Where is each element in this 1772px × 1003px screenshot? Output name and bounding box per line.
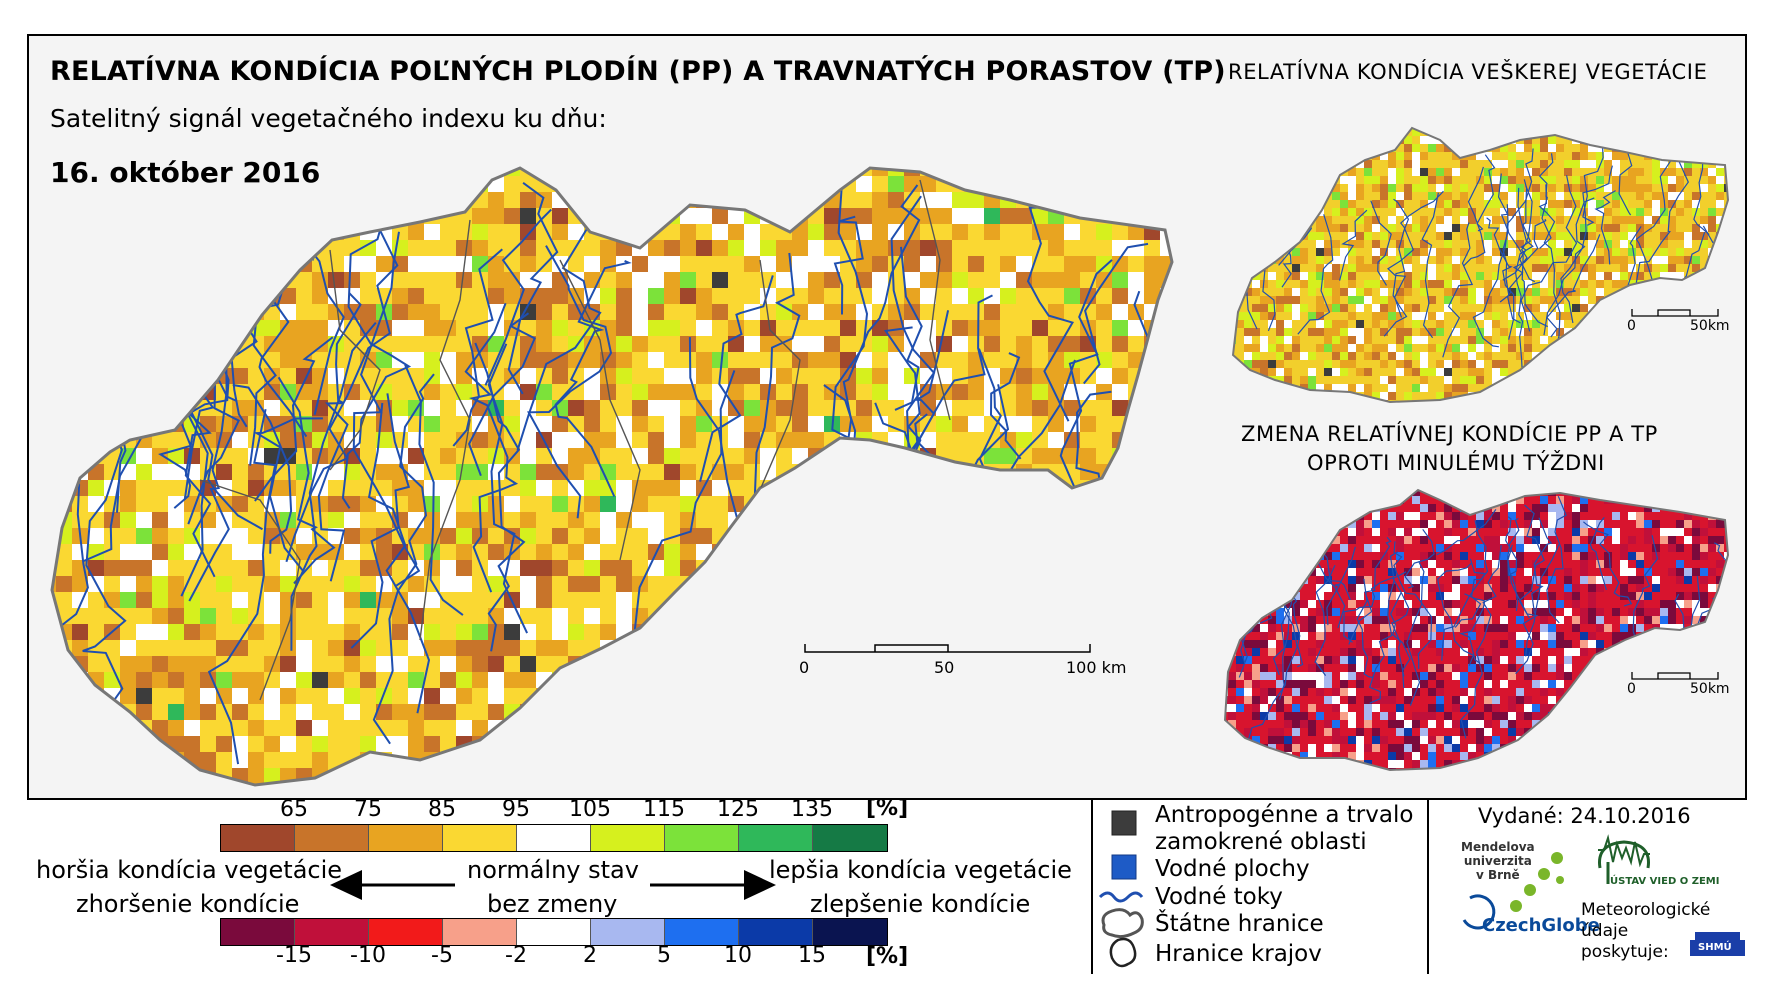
legend-separator-2 [1427, 798, 1429, 974]
map-subtitle: Satelitný signál vegetačného indexu ku d… [50, 104, 607, 133]
condition-tick-6: 125 [717, 797, 759, 822]
change-tick-2: -5 [431, 943, 453, 968]
inset-top-scale-bar [1631, 309, 1719, 317]
change-swatch-3 [443, 919, 517, 945]
change-tick-0: -15 [276, 943, 312, 968]
state-borders-label: Štátne hranice [1155, 911, 1324, 937]
condition-tick-5: 115 [643, 797, 685, 822]
state-border-icon [1101, 908, 1144, 939]
arrow-right-icon [650, 870, 776, 900]
change-tick-1: -10 [350, 943, 386, 968]
condition-swatch-7 [739, 825, 813, 851]
met-credit: Meteorologické údaje poskytuje: [1581, 900, 1711, 962]
change-tick-5: 5 [657, 943, 671, 968]
condition-tick-0: 65 [280, 797, 308, 822]
change-swatch-7 [739, 919, 813, 945]
condition-tick-3: 95 [502, 797, 530, 822]
change-swatch-2 [369, 919, 443, 945]
change-swatch-5 [591, 919, 665, 945]
arrow-left-icon [330, 870, 455, 900]
map-title: RELATÍVNA KONDÍCIA POĽNÝCH PLODÍN (PP) A… [50, 56, 1226, 87]
main-scale-bar [804, 644, 1091, 653]
better-label-1: lepšia kondícia vegetácie [769, 856, 1072, 884]
change-tick-3: -2 [505, 943, 527, 968]
rivers-label: Vodné toky [1155, 884, 1283, 910]
condition-unit: [%] [866, 796, 909, 821]
main-scale-50: 50 [934, 658, 955, 677]
condition-tick-1: 75 [354, 797, 382, 822]
inset-bottom-scale-0: 0 [1627, 681, 1636, 697]
region-borders-label: Hranice krajov [1155, 941, 1322, 967]
normal-label-2: bez zmeny [487, 890, 618, 918]
change-tick-6: 10 [724, 943, 752, 968]
condition-color-ramp [220, 824, 888, 852]
condition-tick-4: 105 [569, 797, 611, 822]
institute-label: ÚSTAV VIED O ZEMI [1610, 876, 1720, 887]
worse-label-1: horšia kondícia vegetácie [36, 856, 343, 884]
inset-top-scale-50: 50km [1690, 318, 1730, 334]
anthro-swatch [1111, 810, 1137, 836]
normal-label-1: normálny stav [467, 856, 639, 884]
inset-bottom-scale-bar [1631, 672, 1719, 680]
inset-top-title: RELATÍVNA KONDÍCIA VEŠKEREJ VEGETÁCIE [1228, 60, 1708, 84]
condition-tick-7: 135 [791, 797, 833, 822]
earth-sciences-logo-icon [1598, 834, 1650, 884]
czechglobe-label: CzechGlobe [1482, 915, 1600, 936]
inset-top-scale-0: 0 [1627, 318, 1636, 334]
condition-swatch-5 [591, 825, 665, 851]
change-tick-4: 2 [583, 943, 597, 968]
mendel-dots-icon [1510, 852, 1564, 912]
shmu-label: SHMÚ [1698, 942, 1732, 953]
change-swatch-8 [813, 919, 887, 945]
shmu-logo-icon [1690, 932, 1745, 956]
change-swatch-1 [295, 919, 369, 945]
legend-separator-1 [1091, 798, 1093, 974]
change-color-ramp [220, 918, 888, 946]
condition-swatch-3 [443, 825, 517, 851]
czechglobe-icon [1462, 894, 1496, 930]
change-unit: [%] [866, 944, 909, 969]
region-border-icon [1109, 937, 1137, 968]
water-swatch [1111, 854, 1137, 880]
condition-swatch-8 [813, 825, 887, 851]
water-areas-label: Vodné plochy [1155, 856, 1310, 882]
change-tick-7: 15 [798, 943, 826, 968]
river-symbol-icon [1098, 891, 1144, 903]
mendel-logo: Mendelova univerzita v Brně [1461, 840, 1535, 882]
anthro-label-2: zamokrené oblasti [1155, 829, 1367, 855]
condition-swatch-4 [517, 825, 591, 851]
inset-bottom-title-1: ZMENA RELATÍVNEJ KONDÍCIE PP A TP [1241, 422, 1658, 446]
inset-bottom-title-2: OPROTI MINULÉMU TÝŽDNI [1307, 451, 1605, 475]
anthro-label-1: Antropogénne a trvalo [1155, 802, 1414, 828]
main-scale-100: 100 km [1066, 658, 1127, 677]
condition-swatch-2 [369, 825, 443, 851]
change-swatch-0 [221, 919, 295, 945]
condition-swatch-1 [295, 825, 369, 851]
condition-tick-2: 85 [428, 797, 456, 822]
issued-date: Vydané: 24.10.2016 [1478, 804, 1691, 828]
worse-label-2: zhoršenie kondície [76, 890, 300, 918]
change-swatch-6 [665, 919, 739, 945]
condition-swatch-0 [221, 825, 295, 851]
inset-bottom-scale-50: 50km [1690, 681, 1730, 697]
main-scale-0: 0 [799, 658, 810, 677]
change-swatch-4 [517, 919, 591, 945]
condition-swatch-6 [665, 825, 739, 851]
better-label-2: zlepšenie kondície [810, 890, 1031, 918]
map-date: 16. október 2016 [50, 156, 321, 189]
